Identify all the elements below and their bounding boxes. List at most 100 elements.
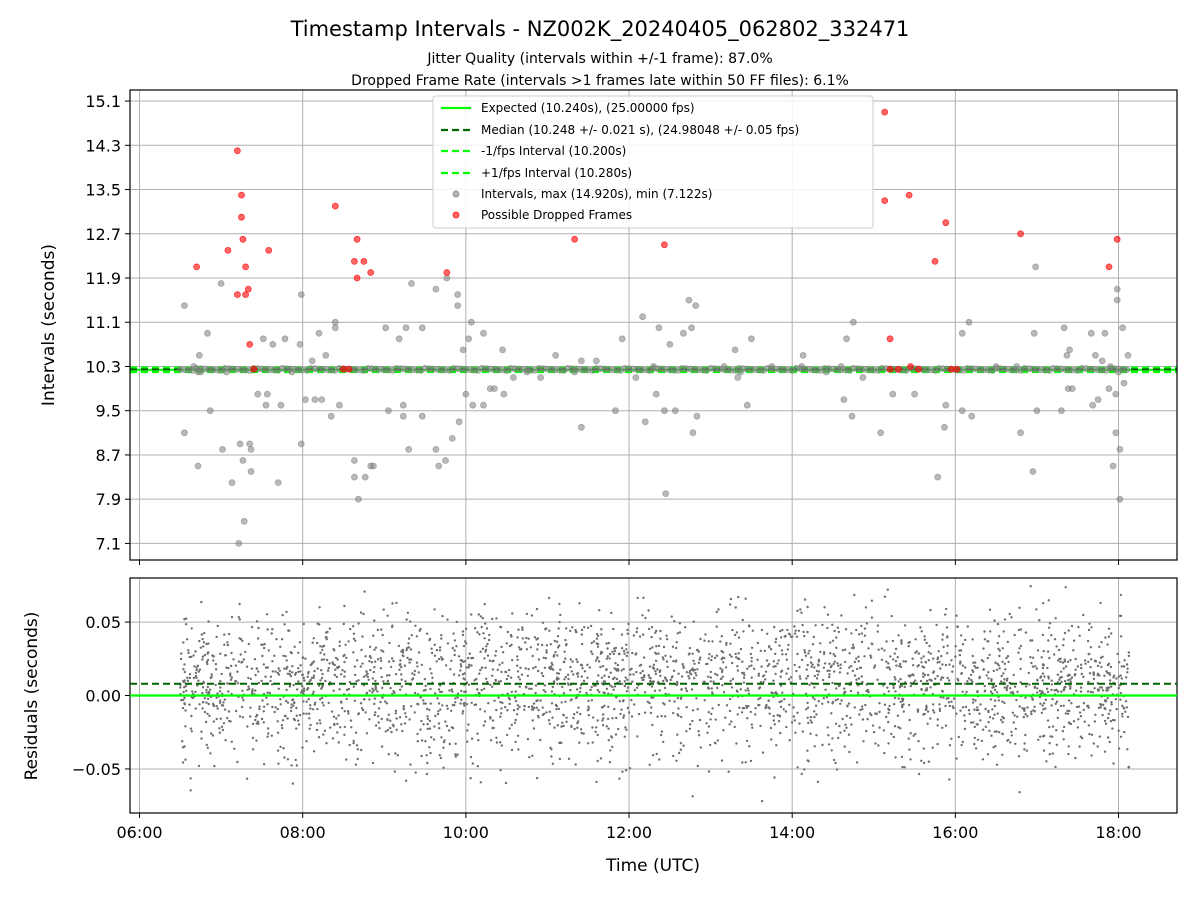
residual-point (460, 689, 463, 693)
residual-point (737, 595, 740, 599)
residual-point (1029, 656, 1032, 659)
residual-point (210, 675, 213, 678)
residual-point (614, 662, 617, 665)
residual-point (699, 746, 702, 749)
residual-point (606, 647, 609, 650)
residual-point (1062, 667, 1065, 670)
residual-point (405, 648, 408, 652)
residual-point (345, 758, 348, 761)
residual-point (437, 702, 441, 705)
residual-point (920, 630, 923, 633)
residual-point (466, 729, 469, 732)
residual-point (188, 703, 191, 706)
residual-point (205, 688, 208, 692)
residual-point (707, 687, 711, 690)
residual-point (208, 714, 211, 718)
residual-point (301, 746, 304, 749)
residual-point (1031, 656, 1035, 659)
residual-point (438, 646, 442, 649)
residual-point (834, 722, 838, 725)
residual-point (1045, 760, 1048, 763)
residual-point (1003, 662, 1006, 665)
interval-point (1013, 363, 1020, 370)
residual-point (362, 675, 366, 678)
interval-point (593, 357, 600, 365)
residual-point (659, 637, 662, 640)
residual-point (904, 660, 908, 663)
residual-point (1054, 702, 1058, 705)
residual-point (1048, 656, 1051, 660)
residual-point (573, 727, 576, 731)
residual-point (806, 630, 809, 634)
residual-point (750, 656, 753, 660)
residual-point (264, 666, 268, 669)
residual-point (499, 680, 503, 683)
residual-point (509, 633, 513, 637)
residual-point (318, 719, 321, 722)
residual-point (1008, 612, 1011, 616)
residual-point (641, 669, 644, 673)
residual-point (750, 646, 754, 649)
residual-point (245, 665, 249, 668)
residual-point (580, 675, 583, 678)
residual-point (505, 642, 508, 645)
residual-point (1064, 679, 1067, 683)
interval-point (632, 374, 640, 381)
residual-point (1042, 649, 1045, 653)
residual-point (464, 690, 467, 693)
residual-point (834, 699, 837, 702)
residual-point (510, 643, 513, 646)
residual-point (848, 666, 851, 669)
residual-point (331, 661, 334, 664)
residual-point (1121, 715, 1124, 718)
residual-point (500, 707, 503, 710)
residual-point (933, 711, 936, 714)
residual-point (716, 673, 719, 677)
residual-point (841, 649, 845, 652)
residual-point (994, 745, 997, 748)
residual-point (422, 702, 426, 705)
residual-point (829, 641, 832, 644)
residual-point (328, 662, 331, 665)
residual-point (1062, 725, 1066, 729)
residual-point (1064, 712, 1068, 715)
residual-point (393, 770, 396, 773)
residual-point (560, 741, 563, 745)
residual-point (1123, 659, 1126, 662)
residual-point (182, 680, 185, 683)
residual-point (1050, 688, 1053, 692)
residual-point (251, 688, 254, 691)
residual-point (751, 726, 754, 729)
residual-point (303, 689, 306, 692)
residual-point (352, 741, 355, 745)
residual-point (305, 700, 308, 703)
residual-point (257, 722, 260, 725)
dropped-frame-point (881, 197, 889, 205)
residual-point (525, 648, 529, 651)
residual-point (565, 644, 568, 647)
residual-point (1121, 704, 1124, 707)
residual-point (408, 661, 411, 664)
residual-point (866, 718, 869, 721)
residual-point (828, 662, 831, 665)
residual-point (553, 726, 556, 729)
residual-point (257, 637, 260, 640)
residual-point (1031, 698, 1034, 701)
intervals-tick-label-y: 12.7 (85, 225, 121, 244)
residual-point (897, 634, 900, 637)
residual-point (301, 656, 305, 659)
residual-point (1055, 688, 1058, 692)
residual-point (805, 677, 808, 680)
residual-point (859, 708, 862, 712)
residual-point (836, 662, 839, 665)
residual-point (517, 675, 520, 679)
residual-point (187, 651, 190, 655)
residual-point (937, 650, 940, 653)
residual-point (454, 753, 457, 756)
residual-point (305, 740, 308, 743)
residual-point (450, 709, 453, 712)
residual-point (333, 722, 336, 726)
residual-point (392, 725, 395, 728)
residual-point (590, 699, 594, 702)
residual-point (656, 668, 659, 671)
